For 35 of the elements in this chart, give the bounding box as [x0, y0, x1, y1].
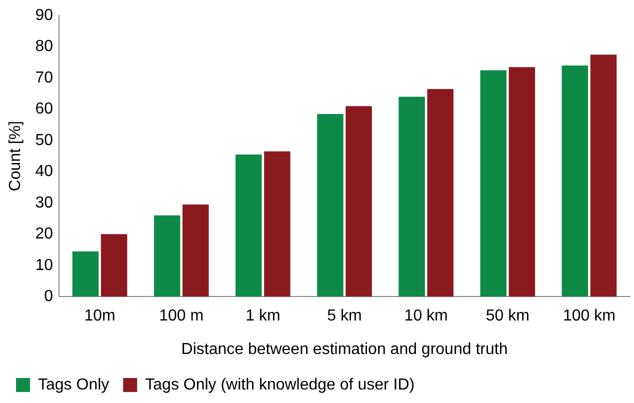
- y-tick-label: 70: [35, 69, 54, 86]
- x-tick-label: 1 km: [246, 308, 280, 325]
- bar: [590, 54, 617, 297]
- bar: [182, 204, 209, 297]
- x-tick-label: 10 km: [404, 308, 448, 325]
- x-tick-label: 100 km: [562, 308, 616, 325]
- x-tick-label: 5 km: [327, 308, 362, 325]
- bar: [317, 114, 344, 297]
- x-tick-label: 100 m: [159, 308, 204, 325]
- y-tick-label: 50: [35, 132, 54, 149]
- bar: [398, 96, 425, 297]
- bar: [427, 88, 454, 297]
- bar: [562, 66, 588, 297]
- bar: [236, 154, 262, 297]
- y-tick-label: 90: [35, 7, 54, 24]
- y-tick-label: 20: [35, 226, 54, 243]
- y-tick-label: 80: [35, 38, 54, 56]
- bar: [346, 106, 372, 297]
- y-axis-title: Count [%]: [7, 120, 24, 192]
- y-tick-label: 60: [35, 100, 54, 118]
- y-tick-label: 30: [35, 194, 54, 212]
- y-tick-label: 0: [44, 288, 54, 306]
- y-tick-label: 40: [35, 163, 54, 180]
- x-axis-title: Distance between estimation and ground truth: [181, 340, 508, 358]
- y-tick-label: 10: [35, 256, 54, 274]
- bar: [264, 151, 290, 297]
- bar: [100, 234, 128, 297]
- bar: [480, 70, 506, 297]
- x-tick-label: 10m: [84, 308, 116, 325]
- bar: [508, 67, 536, 297]
- legend-label: Tags Only (with knowledge of user ID): [145, 376, 415, 394]
- bar: [72, 251, 99, 297]
- bar: [154, 215, 180, 297]
- x-tick-label: 50 km: [486, 308, 530, 325]
- legend-label: Tags Only: [38, 376, 110, 394]
